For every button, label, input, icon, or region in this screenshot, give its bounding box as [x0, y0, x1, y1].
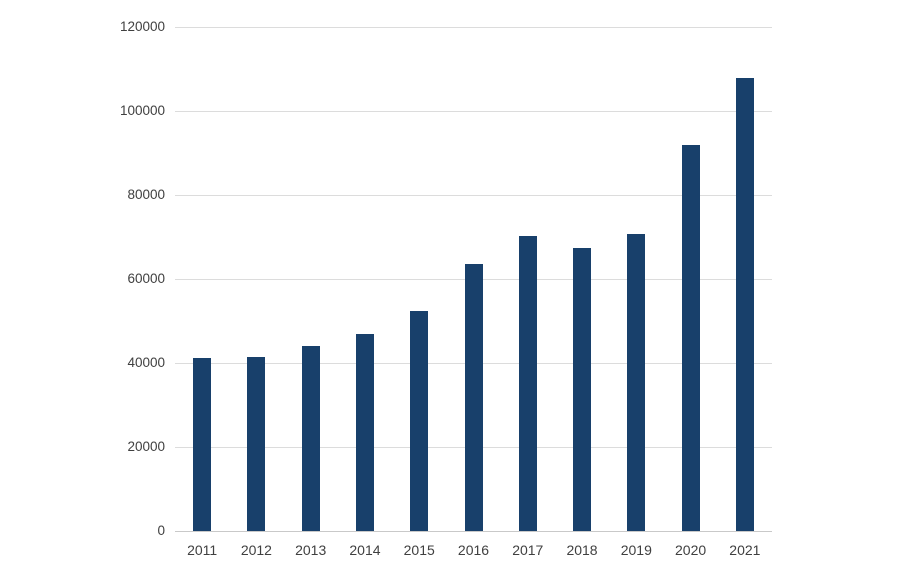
- bar-2015: [410, 310, 429, 531]
- bar-2012: [247, 356, 266, 531]
- bar-2014: [355, 333, 374, 531]
- bar-2013: [301, 346, 320, 531]
- gridline: [175, 110, 772, 112]
- y-tick-label: 0: [157, 523, 165, 538]
- gridline: [175, 194, 772, 196]
- bar-2020: [681, 145, 700, 531]
- x-tick-label: 2017: [512, 542, 544, 558]
- x-tick-label: 2011: [187, 542, 218, 558]
- x-tick-label: 2019: [620, 542, 652, 558]
- y-tick-label: 120000: [119, 19, 165, 34]
- x-tick-label: 2014: [349, 542, 381, 558]
- x-tick-label: 2021: [729, 542, 761, 558]
- x-tick-label: 2020: [675, 542, 707, 558]
- y-tick-label: 100000: [119, 103, 165, 118]
- x-tick-label: 2015: [403, 542, 435, 558]
- x-tick-label: 2016: [457, 542, 490, 558]
- y-tick-label: 80000: [127, 187, 165, 202]
- y-tick-label: 60000: [127, 271, 165, 286]
- bar-2021: [735, 78, 754, 531]
- bar-2018: [573, 247, 592, 531]
- x-tick-label: 2018: [566, 542, 598, 558]
- y-tick-label: 40000: [127, 355, 165, 370]
- gridline: [175, 26, 772, 28]
- bar-2019: [627, 234, 646, 531]
- x-axis-line: [175, 530, 772, 532]
- bar-2011: [193, 357, 212, 531]
- y-tick-label: 20000: [127, 439, 165, 454]
- x-tick-label: 2013: [295, 542, 327, 558]
- bar-2017: [518, 236, 537, 531]
- x-tick-label: 2012: [240, 542, 272, 558]
- bar-2016: [464, 263, 483, 531]
